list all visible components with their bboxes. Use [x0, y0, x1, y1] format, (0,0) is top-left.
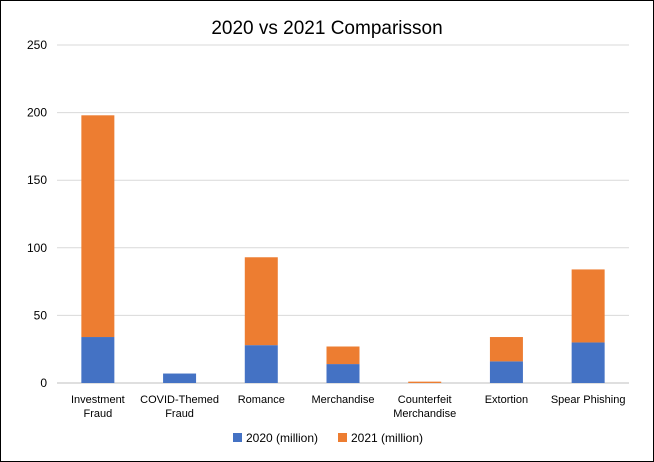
bar-2020 — [244, 345, 278, 383]
chart-title: 2020 vs 2021 Comparisson — [211, 18, 442, 39]
y-tick-label: 50 — [34, 308, 48, 322]
gridlines — [57, 44, 629, 384]
bar-2020 — [81, 337, 115, 383]
y-tick-label: 0 — [40, 376, 47, 390]
x-axis: Investment Fraud COVID-Themed Fraud Romance M… — [71, 394, 625, 420]
bar-2020 — [163, 373, 197, 383]
legend-label-2020: 2020 (million) — [246, 431, 318, 445]
x-category-label: Spear Phishing — [551, 394, 626, 406]
x-category-label: Extortion — [485, 394, 528, 406]
x-category-label: Romance — [238, 394, 285, 406]
bar-2021 — [408, 381, 442, 383]
x-category-label: COVID-Themed Fraud — [140, 394, 219, 420]
bar-2021 — [571, 269, 605, 343]
bar-2020 — [326, 364, 360, 383]
legend-swatch-2021 — [338, 433, 347, 442]
legend-label-2021: 2021 (million) — [351, 431, 423, 445]
x-category-label: Merchandise — [312, 394, 375, 406]
y-tick-label: 100 — [27, 241, 47, 255]
x-category-label: Investment Fraud — [71, 394, 125, 420]
bar-2020 — [489, 361, 523, 383]
y-tick-label: 150 — [27, 173, 47, 187]
bar-2021 — [244, 257, 278, 346]
legend: 2020 (million) 2021 (million) — [233, 431, 423, 445]
x-category-label: Counterfeit Merchandise — [393, 394, 456, 420]
y-tick-label: 250 — [27, 38, 47, 52]
bar-2020 — [571, 342, 605, 383]
y-axis: 0 50 100 150 200 250 — [27, 38, 47, 390]
y-tick-label: 200 — [27, 106, 47, 120]
bar-2021 — [326, 346, 360, 365]
bar-2021 — [81, 115, 115, 338]
bar-2021 — [489, 337, 523, 362]
legend-swatch-2020 — [233, 433, 242, 442]
bars — [81, 115, 605, 383]
